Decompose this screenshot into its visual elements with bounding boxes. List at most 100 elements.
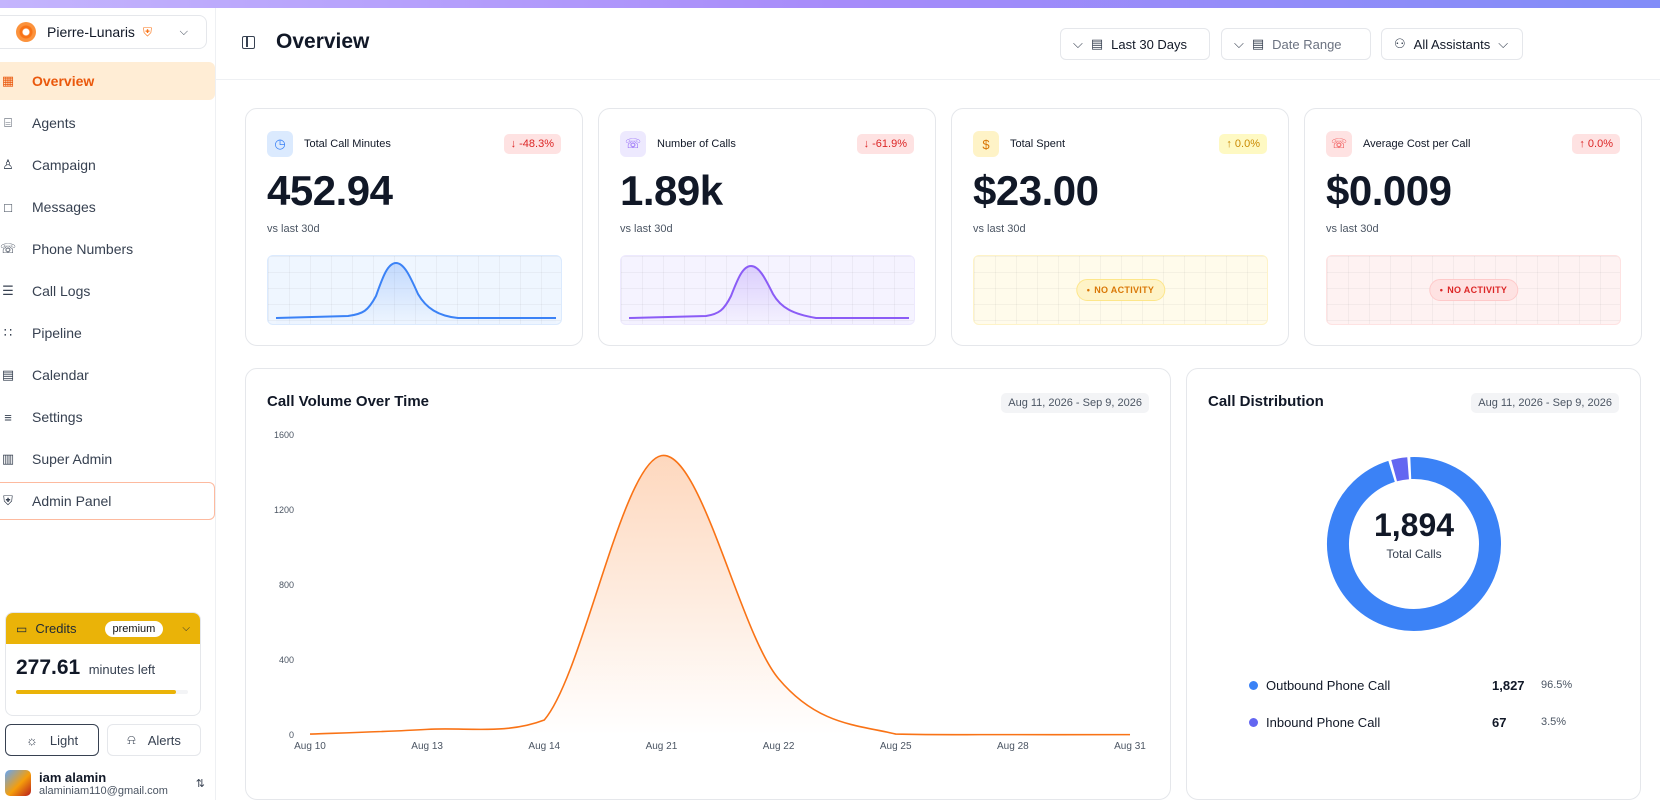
credits-unit: minutes left — [88, 662, 156, 677]
theme-toggle-button[interactable]: ☼ Light — [5, 724, 99, 756]
stat-value: $0.009 — [1326, 167, 1452, 214]
x-tick-label: Aug 28 — [997, 741, 1029, 752]
change-badge: ↑ 0.0% — [1219, 134, 1267, 154]
page-title: Overview — [276, 30, 370, 53]
stat-subtext: vs last 30d — [1326, 223, 1379, 235]
user-name: iam alamin — [39, 769, 107, 785]
theme-label: Light — [49, 732, 79, 748]
shield-icon: ⛨ — [142, 24, 152, 39]
phone-icon: ☏ — [620, 131, 646, 157]
alerts-button[interactable]: ⍾ Alerts — [107, 724, 201, 756]
date-range-placeholder: Date Range — [1272, 36, 1342, 52]
donut-slice-inbound[interactable] — [1391, 457, 1410, 482]
series-line — [309, 454, 1131, 736]
change-badge: ↑ 0.0% — [1572, 134, 1620, 154]
sidebar-item-pipeline[interactable]: ∷ Pipeline — [0, 314, 215, 352]
sidebar-item-overview[interactable]: ▦ Overview — [0, 62, 215, 100]
phone-icon: ☏ — [1326, 131, 1352, 157]
x-tick-label: Aug 13 — [411, 741, 443, 752]
stat-subtext: vs last 30d — [267, 223, 320, 235]
legend-swatch — [1249, 680, 1258, 690]
x-tick-label: Aug 10 — [294, 741, 326, 752]
stat-label: Total Spent — [1010, 138, 1066, 150]
sidebar-item-label: Overview — [32, 73, 95, 89]
shield-icon: ⛨ — [3, 493, 13, 508]
org-switcher[interactable]: Pierre-Lunaris ⛨ ⌵ — [0, 15, 207, 49]
sidebar-item-label: Admin Panel — [32, 493, 112, 509]
chevron-down-icon: ⌵ — [182, 623, 190, 634]
call-volume-panel: Call Volume Over Time Aug 11, 2026 - Sep… — [245, 368, 1171, 800]
stat-value: 452.94 — [267, 167, 393, 214]
sidebar-item-agents[interactable]: ⌸ Agents — [0, 104, 215, 142]
y-tick-label: 400 — [279, 655, 294, 665]
bot-icon: ⌸ — [4, 115, 12, 130]
user-plus-icon: ♙ — [2, 157, 14, 172]
calendar-icon: ▤ — [1251, 36, 1265, 51]
sliders-icon: ≡ — [4, 409, 12, 425]
sidebar-item-phone-numbers[interactable]: ☏ Phone Numbers — [0, 230, 215, 268]
stat-subtext: vs last 30d — [620, 223, 673, 235]
call-volume-chart: 0 400 800 1200 1600 Aug 10 Aug 13 Aug 14 Aug 21 A… — [274, 430, 1146, 752]
area-fill — [310, 455, 1130, 735]
stat-label: Number of Calls — [657, 138, 736, 150]
sidebar-item-messages[interactable]: □ Messages — [0, 188, 215, 226]
sidebar-item-super-admin[interactable]: ▥ Super Admin — [0, 440, 215, 478]
sidebar-toggle-icon[interactable] — [242, 36, 255, 49]
legend-label: Outbound Phone Call — [1266, 677, 1391, 693]
stat-subtext: vs last 30d — [973, 223, 1026, 235]
org-logo — [16, 22, 36, 42]
chevrons-up-down-icon: ⇅ — [195, 777, 205, 790]
workflow-icon: ∷ — [3, 325, 13, 340]
chevron-down-icon: ⌵ — [1073, 36, 1083, 51]
stat-label: Total Call Minutes — [304, 138, 391, 150]
stat-card-number-of-calls: ☏ Number of Calls ↓ -61.9% 1.89k vs last… — [598, 108, 936, 346]
call-distribution-donut — [1327, 457, 1501, 631]
chevron-down-icon: ⌵ — [1234, 36, 1244, 51]
legend-item-outbound: Outbound Phone Call 1,827 96.5% — [1249, 675, 1579, 695]
change-badge: ↓ -48.3% — [503, 134, 561, 154]
donut-slice-outbound[interactable] — [1327, 457, 1501, 631]
no-activity-badge: • NO ACTIVITY — [1428, 279, 1519, 301]
legend-percent: 96.5% — [1541, 679, 1573, 691]
date-range-badge: Aug 11, 2026 - Sep 9, 2026 — [1471, 393, 1619, 413]
sidebar-item-label: Call Logs — [32, 283, 91, 299]
top-accent-bar — [0, 0, 1660, 8]
y-tick-label: 1200 — [274, 505, 294, 515]
legend-percent: 3.5% — [1541, 716, 1567, 728]
legend-count: 1,827 — [1492, 677, 1525, 693]
assistants-select[interactable]: ⚇ All Assistants ⌵ — [1381, 28, 1523, 60]
x-tick-label: Aug 14 — [528, 741, 560, 752]
message-icon: □ — [4, 199, 12, 215]
legend-label: Inbound Phone Call — [1266, 714, 1381, 730]
period-select[interactable]: ⌵ ▤ Last 30 Days — [1060, 28, 1210, 60]
sidebar-item-admin-panel[interactable]: ⛨ Admin Panel — [0, 482, 215, 520]
no-activity-label: NO ACTIVITY — [1447, 285, 1508, 295]
sidebar-item-campaign[interactable]: ♙ Campaign — [0, 146, 215, 184]
sidebar-item-label: Campaign — [32, 157, 96, 173]
sidebar-item-calendar[interactable]: ▤ Calendar — [0, 356, 215, 394]
stat-card-call-minutes: ◷ Total Call Minutes ↓ -48.3% 452.94 vs … — [245, 108, 583, 346]
credits-card: ▭ Credits premium ⌵ 277.61 minutes left — [5, 612, 201, 716]
dot-icon: • — [1439, 285, 1444, 295]
call-distribution-panel: Call Distribution Aug 11, 2026 - Sep 9, … — [1186, 368, 1641, 800]
sparkline-empty: • NO ACTIVITY — [973, 255, 1268, 325]
sparkline — [620, 255, 915, 325]
sidebar-nav: ▦ Overview ⌸ Agents ♙ Campaign □ Message… — [0, 62, 216, 524]
calendar-icon: ▤ — [1, 367, 15, 382]
page-header: Overview ⌵ ▤ Last 30 Days ⌵ ▤ Date Range… — [216, 8, 1660, 80]
date-range-picker[interactable]: ⌵ ▤ Date Range — [1221, 28, 1371, 60]
panel-title: Call Distribution — [1208, 393, 1324, 410]
stat-label: Average Cost per Call — [1363, 138, 1471, 150]
sidebar-item-label: Messages — [32, 199, 96, 215]
sidebar-item-call-logs[interactable]: ☰ Call Logs — [0, 272, 215, 310]
x-tick-label: Aug 25 — [880, 741, 912, 752]
chevron-down-icon: ⌵ — [1498, 36, 1509, 51]
stat-value: $23.00 — [973, 167, 1099, 214]
credits-header[interactable]: ▭ Credits premium ⌵ — [6, 613, 200, 644]
sidebar-item-settings[interactable]: ≡ Settings — [0, 398, 215, 436]
y-tick-label: 0 — [289, 730, 294, 740]
user-menu[interactable]: iam alamin alaminiam110@gmail.com ⇅ — [5, 766, 205, 800]
phone-icon: ☏ — [0, 241, 17, 256]
change-badge: ↓ -61.9% — [856, 134, 914, 154]
donut-total-label: Total Calls — [1386, 547, 1442, 561]
